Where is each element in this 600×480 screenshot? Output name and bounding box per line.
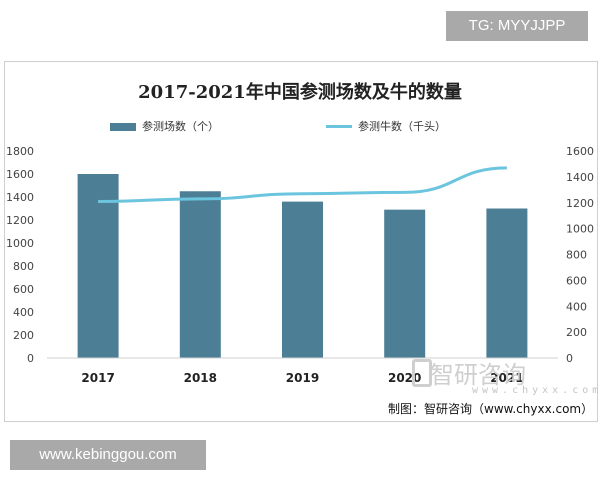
watermark-brand: 智研咨询 bbox=[430, 361, 526, 389]
chart-title: 2017-2021年中国参测场数及牛的数量 bbox=[138, 82, 462, 103]
bar-2018 bbox=[179, 191, 221, 358]
bottom-tag: www.kebinggou.com bbox=[10, 440, 206, 470]
bar-2021 bbox=[486, 208, 528, 358]
bar-2019 bbox=[282, 201, 323, 358]
left-tick-label: 600 bbox=[13, 283, 34, 296]
legend-line: 参测牛数（千头） bbox=[326, 118, 486, 134]
x-tick-label: 2019 bbox=[286, 371, 319, 385]
left-tick-label: 0 bbox=[27, 352, 34, 365]
x-tick-label: 2021 bbox=[490, 371, 523, 385]
bar-2017 bbox=[77, 174, 119, 358]
chart-credit: 制图：智研咨询（www.chyxx.com） bbox=[388, 402, 594, 416]
right-tick-label: 400 bbox=[566, 300, 587, 313]
right-tick-label: 1200 bbox=[566, 197, 594, 210]
left-tick-label: 800 bbox=[13, 260, 34, 273]
legend-line-swatch bbox=[326, 125, 352, 128]
line-series-cattle bbox=[98, 166, 507, 203]
right-tick-label: 1000 bbox=[566, 223, 594, 236]
right-tick-label: 1400 bbox=[566, 171, 594, 184]
legend-bar-label: 参测场数（个） bbox=[142, 120, 219, 133]
left-tick-label: 1200 bbox=[6, 214, 34, 227]
right-tick-label: 200 bbox=[566, 326, 587, 339]
left-tick-label: 1600 bbox=[6, 168, 34, 181]
right-tick-label: 1600 bbox=[566, 145, 594, 158]
left-tick-label: 200 bbox=[13, 329, 34, 342]
left-tick-label: 1800 bbox=[6, 145, 34, 158]
legend-bar-swatch bbox=[110, 123, 136, 131]
right-tick-label: 600 bbox=[566, 274, 587, 287]
x-tick-label: 2018 bbox=[184, 371, 217, 385]
x-tick-label: 2017 bbox=[81, 371, 114, 385]
left-tick-label: 400 bbox=[13, 306, 34, 319]
left-tick-label: 1400 bbox=[6, 191, 34, 204]
bar-2020 bbox=[384, 209, 426, 358]
watermark-logo-icon bbox=[412, 359, 432, 387]
top-tag: TG: MYYJJPP bbox=[446, 11, 588, 41]
right-tick-label: 0 bbox=[566, 352, 573, 365]
legend-line-label: 参测牛数（千头） bbox=[358, 120, 446, 133]
left-tick-label: 1000 bbox=[6, 237, 34, 250]
legend-bar: 参测场数（个） bbox=[110, 118, 250, 134]
right-tick-label: 800 bbox=[566, 249, 587, 262]
watermark-url: www.chyxx.com bbox=[472, 385, 600, 396]
